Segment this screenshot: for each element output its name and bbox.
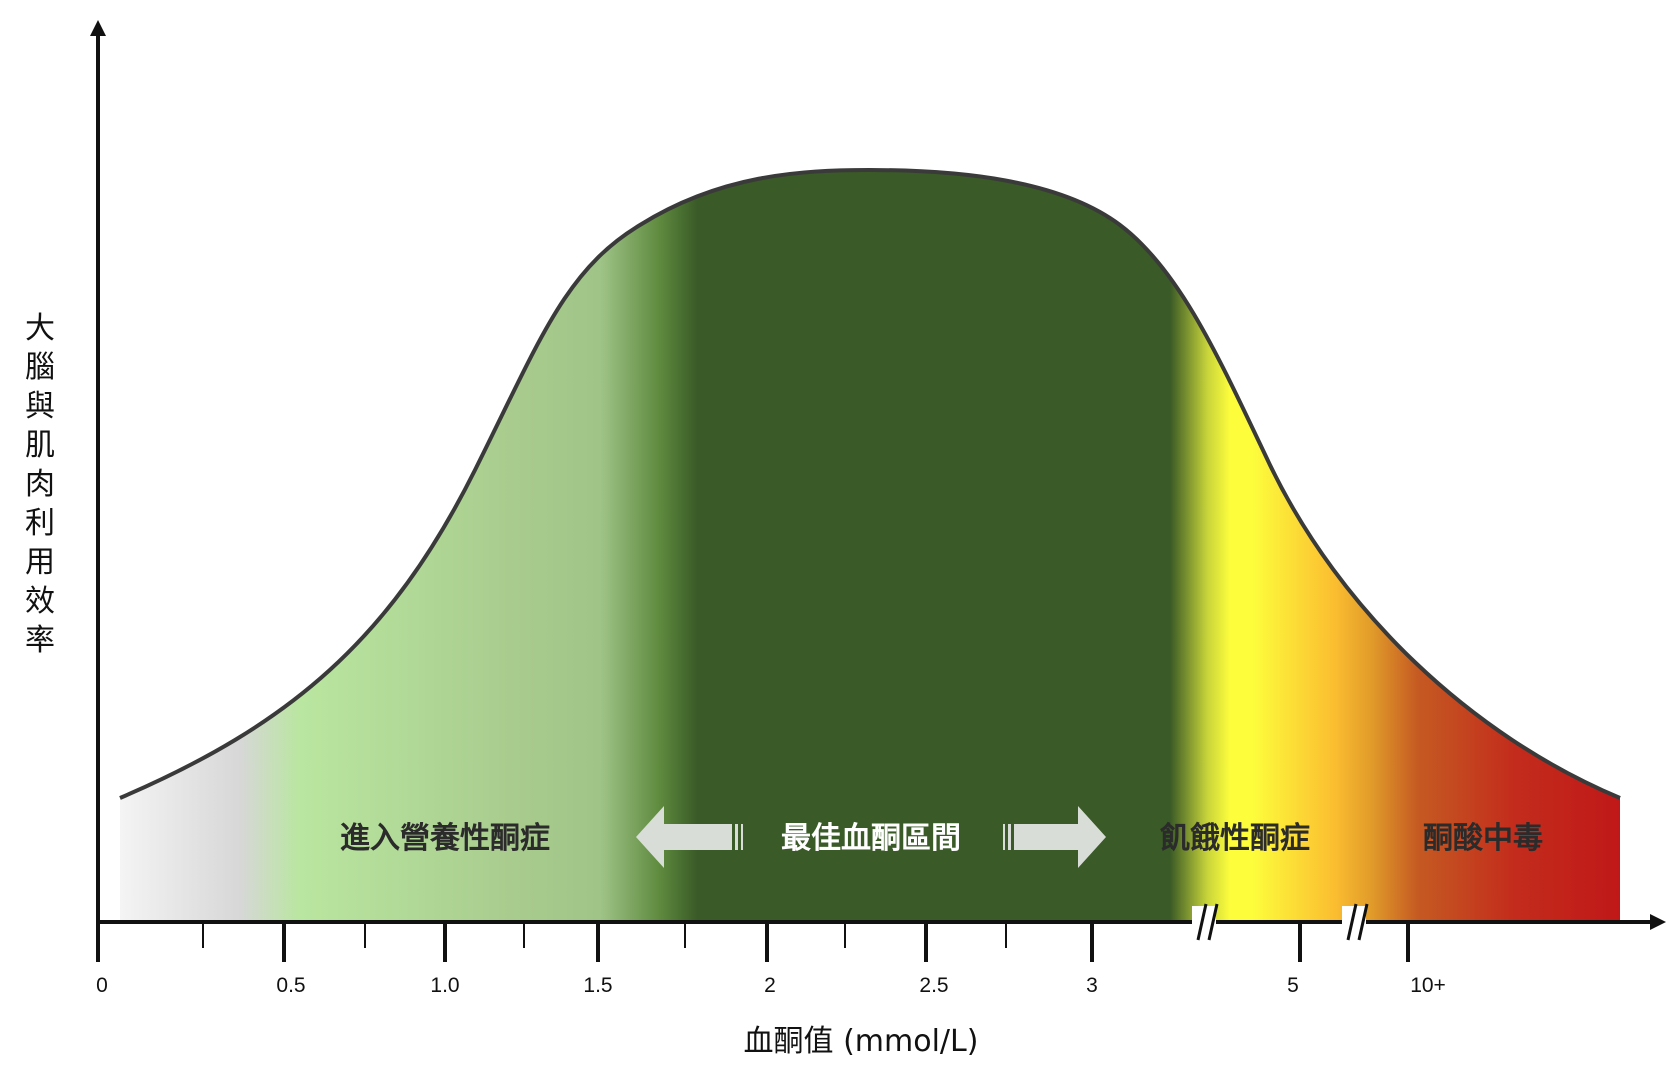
tick-label: 1.0 bbox=[430, 974, 459, 997]
tick-label: 5 bbox=[1287, 974, 1299, 997]
efficiency-curve bbox=[119, 167, 1621, 800]
left-arrow-icon bbox=[636, 806, 743, 868]
tick-label: 0.5 bbox=[276, 974, 305, 997]
tick-label: 0 bbox=[96, 974, 108, 997]
right-arrow-icon bbox=[1003, 806, 1106, 868]
y-axis-title-char: 率 bbox=[25, 623, 55, 658]
tick-label: 10+ bbox=[1410, 974, 1446, 997]
tick-label: 2.5 bbox=[919, 974, 948, 997]
y-axis-arrow-icon bbox=[90, 20, 106, 36]
zone-label-optimal-range: 最佳血酮區間 bbox=[781, 821, 961, 856]
axis-break-3-5 bbox=[1192, 903, 1219, 941]
curve-area bbox=[120, 170, 1620, 920]
y-axis-title-char: 肌 bbox=[25, 428, 55, 463]
y-axis-title-char: 用 bbox=[25, 545, 55, 580]
zone-label-starvation-ketosis: 飢餓性酮症 bbox=[1160, 821, 1310, 856]
y-axis-title-char: 大 bbox=[25, 311, 55, 346]
tick-label: 3 bbox=[1086, 974, 1098, 997]
zone-label-ketoacidosis: 酮酸中毒 bbox=[1423, 821, 1543, 856]
y-axis-title-char: 利 bbox=[25, 506, 55, 541]
y-axis-title-char: 肉 bbox=[25, 467, 55, 502]
x-tick-labels: 0 0.5 1.0 1.5 2 2.5 3 5 10+ bbox=[96, 974, 1446, 997]
zone-label-nutritional-ketosis: 進入營養性酮症 bbox=[340, 821, 550, 856]
tick-label: 1.5 bbox=[583, 974, 612, 997]
y-axis-title-char: 與 bbox=[25, 389, 55, 424]
y-axis-title-char: 效 bbox=[25, 584, 55, 619]
minor-ticks bbox=[202, 922, 1007, 948]
x-axis-arrow-icon bbox=[1650, 914, 1666, 930]
major-ticks bbox=[96, 922, 1410, 962]
axis-break-5-10 bbox=[1342, 903, 1369, 941]
x-axis-title: 血酮值 (mmol/L) bbox=[744, 1024, 979, 1059]
y-axis-title-char: 腦 bbox=[25, 350, 55, 385]
tick-label: 2 bbox=[764, 974, 776, 997]
